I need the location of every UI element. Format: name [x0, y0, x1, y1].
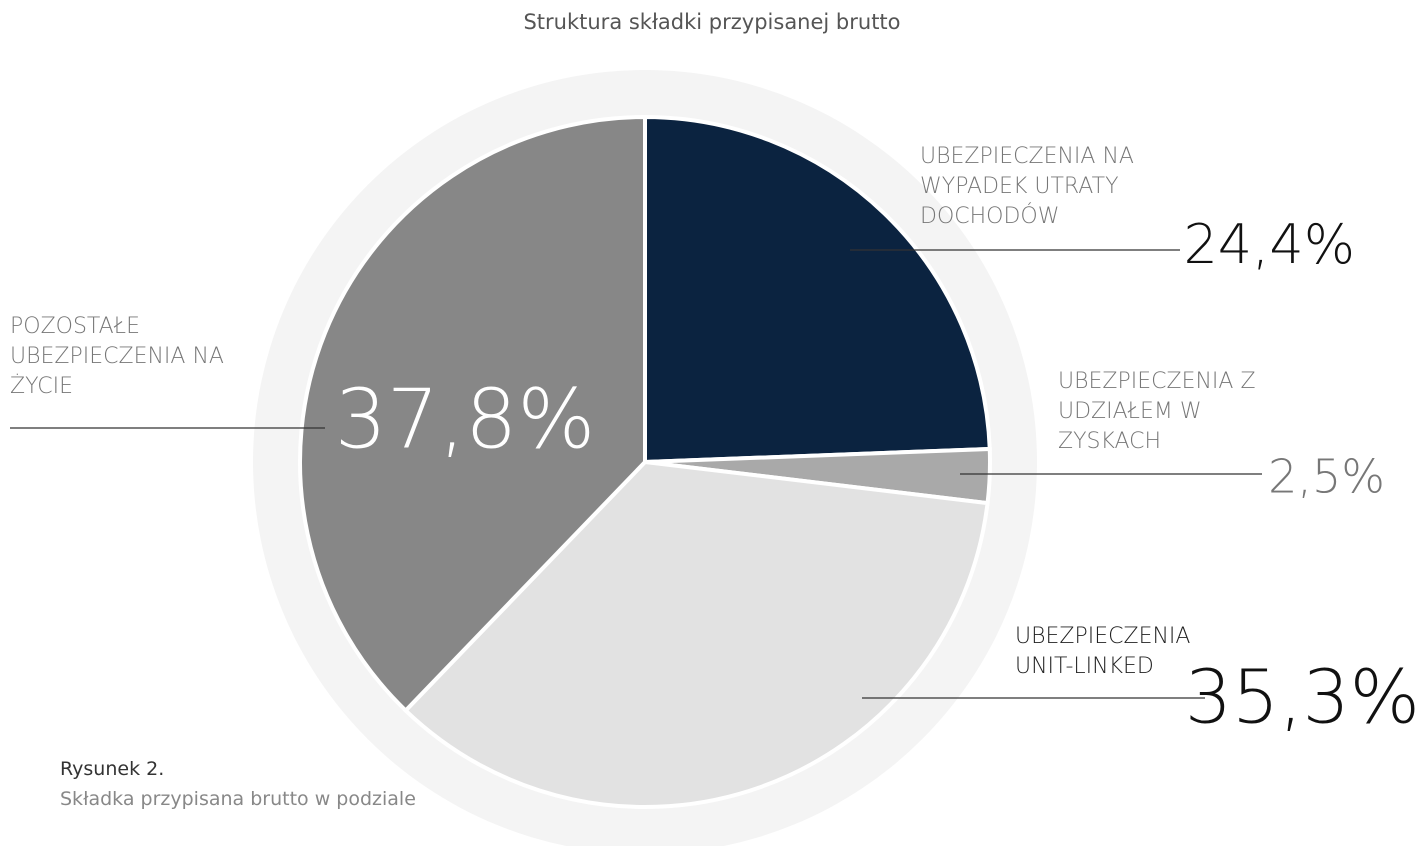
slice-label: UBEZPIECZENIA NA WYPADEK UTRATY DOCHODÓW — [920, 144, 1134, 229]
caption-label: Rysunek 2. — [60, 758, 165, 780]
chart-title: Struktura składki przypisanej brutto — [523, 10, 901, 34]
value-label: 2,5% — [1268, 450, 1385, 504]
pie-slice — [402, 459, 990, 809]
caption-text: Składka przypisana brutto w podziale — [60, 788, 416, 810]
slice-label: POZOSTAŁE UBEZPIECZENIA NA ŻYCIE — [10, 314, 224, 399]
slice-label: UBEZPIECZENIA UNIT-LINKED — [1015, 624, 1191, 679]
value-label: 37,8% — [335, 373, 596, 468]
pie-slice — [298, 114, 647, 714]
value-label: 24,4% — [1183, 213, 1355, 276]
value-label: 35,3% — [1185, 655, 1420, 741]
pie-slice — [643, 114, 992, 465]
slice-label: UBEZPIECZENIA Z UDZIAŁEM W ZYSKACH — [1058, 369, 1256, 454]
